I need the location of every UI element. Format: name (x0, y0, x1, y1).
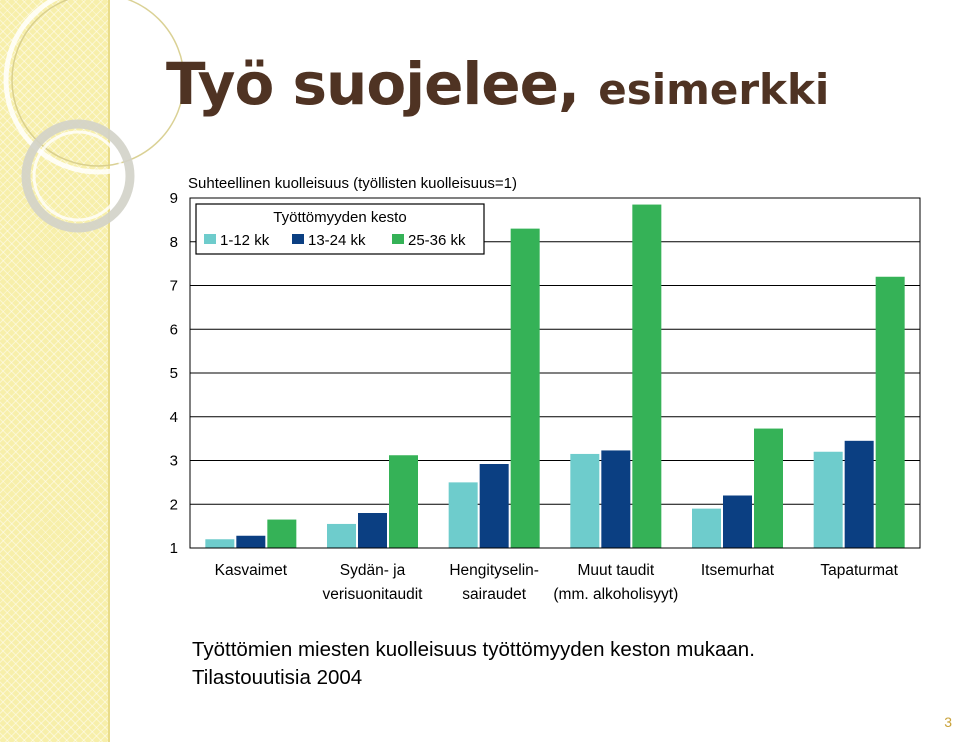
bar-25-36kk-0 (267, 519, 297, 548)
bar-1-12kk-2 (448, 482, 478, 548)
x-category-label: Itsemurhat (701, 562, 775, 579)
bar-1-12kk-5 (813, 451, 843, 548)
legend-title: Työttömyyden kesto (273, 209, 406, 226)
bar-1-12kk-1 (327, 523, 356, 548)
legend-item-label: 1-12 kk (220, 232, 270, 249)
x-category-label: Muut taudit (577, 562, 654, 579)
y-tick-label: 3 (170, 453, 178, 470)
chart-title: Suhteellinen kuolleisuus (työllisten kuo… (188, 175, 517, 192)
caption-line-2: Tilastouutisia 2004 (192, 666, 363, 689)
x-category-label: sairaudet (462, 586, 526, 603)
y-tick-label: 6 (170, 321, 178, 338)
legend-swatch (392, 234, 404, 244)
x-axis-labels: Kasvaimet Sydän- ja verisuonitaudit Hengity… (215, 562, 899, 603)
y-tick-label: 9 (170, 190, 178, 207)
x-category-label: Tapaturmat (820, 562, 898, 579)
chart-caption: Työttömien miesten kuolleisuus työttömyy… (192, 636, 755, 692)
bar-1-12kk-0 (205, 539, 235, 548)
bar-13-24kk-5 (844, 440, 874, 548)
bar-13-24kk-2 (479, 464, 509, 548)
plot-frame (189, 197, 921, 549)
chart-gridlines (190, 241, 920, 505)
caption-line-1: Työttömien miesten kuolleisuus työttömyy… (192, 638, 755, 661)
legend-item-label: 13-24 kk (308, 232, 366, 249)
page-number: 3 (944, 714, 952, 730)
legend-swatch (292, 234, 304, 244)
bar-1-12kk-3 (570, 453, 600, 548)
bar-13-24kk-0 (236, 535, 266, 548)
x-category-label: (mm. alkoholisyyt) (553, 586, 678, 603)
bar-25-36kk-5 (875, 276, 905, 548)
x-category-label: Hengityselin- (449, 562, 539, 579)
chart-legend: Työttömyyden kesto 1-12 kk 13-24 kk 25-36 … (195, 203, 485, 255)
bar-13-24kk-1 (358, 513, 387, 548)
bar-13-24kk-4 (723, 495, 752, 548)
bar-25-36kk-2 (510, 228, 540, 548)
decorative-side-strip (0, 0, 110, 742)
bar-25-36kk-4 (754, 428, 783, 548)
title-sub: esimerkki (598, 65, 830, 114)
y-tick-label: 1 (170, 540, 178, 557)
y-tick-label: 4 (170, 409, 178, 426)
legend-swatch (204, 234, 216, 244)
title-main: Työ suojelee, (166, 50, 580, 118)
bar-13-24kk-3 (601, 450, 631, 548)
slide-title: Työ suojelee, esimerkki (166, 50, 829, 118)
mortality-bar-chart: Suhteellinen kuolleisuus (työllisten kuo… (170, 175, 921, 603)
legend-item-label: 25-36 kk (408, 232, 466, 249)
y-tick-label: 8 (170, 234, 178, 251)
y-axis-ticks: 1 2 3 4 5 6 7 8 9 (170, 190, 178, 557)
y-tick-label: 5 (170, 365, 178, 382)
bar-25-36kk-1 (389, 455, 418, 548)
y-tick-label: 2 (170, 496, 178, 513)
legend-items: 1-12 kk 13-24 kk 25-36 kk (204, 232, 466, 249)
bar-25-36kk-3 (632, 204, 662, 548)
x-category-label: Sydän- ja (340, 562, 406, 579)
chart-bars (205, 204, 905, 548)
x-category-label: Kasvaimet (215, 562, 288, 579)
legend-box (195, 203, 485, 255)
bar-1-12kk-4 (692, 508, 721, 548)
y-tick-label: 7 (170, 278, 178, 295)
x-category-label: verisuonitaudit (323, 586, 424, 603)
